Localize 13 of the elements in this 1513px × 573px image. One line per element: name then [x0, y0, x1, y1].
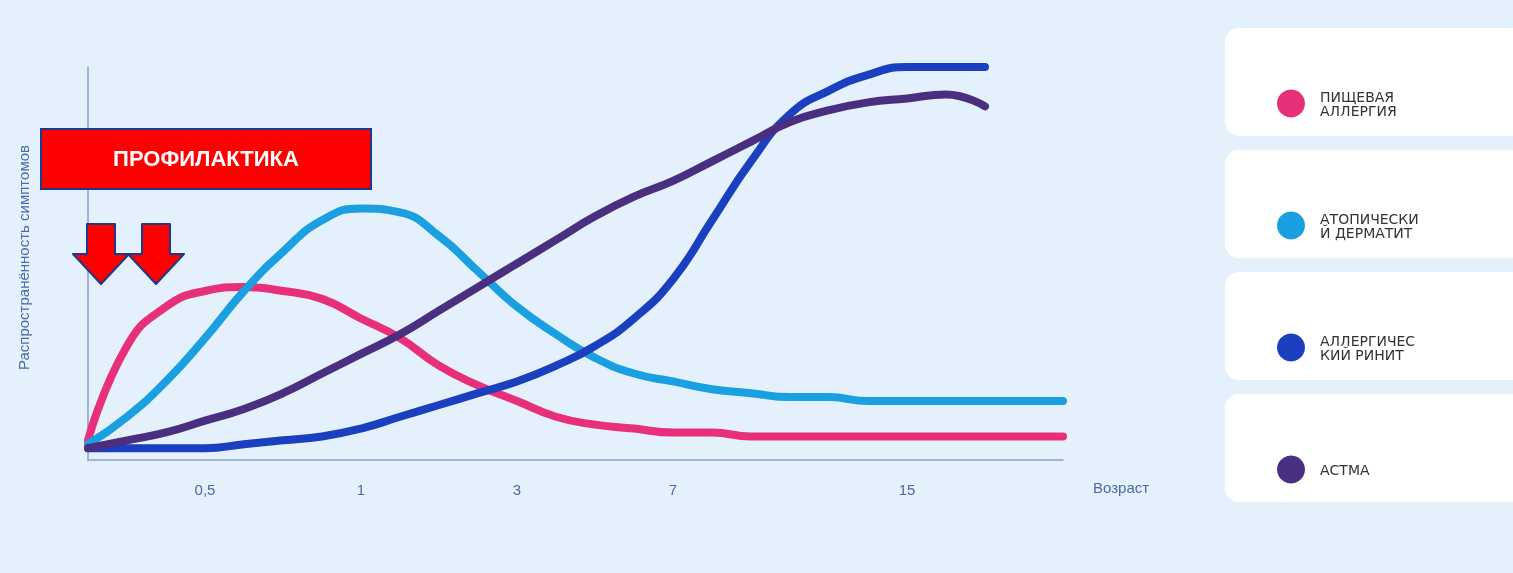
- x-tick-label: 7: [668, 481, 678, 498]
- annotation: ПРОФИЛАКТИКА: [113, 146, 299, 172]
- callout-box: ПРОФИЛАКТИКА: [40, 128, 372, 190]
- x-tick-label: 3: [512, 481, 522, 498]
- x-axis-title: Возраст: [1093, 479, 1150, 496]
- legend-label: АСТМА: [1320, 461, 1370, 478]
- x-tick-label: 15: [898, 481, 916, 498]
- legend-label: АТОПИЧЕСКИЙ ДЕРМАТИТ: [1320, 210, 1419, 241]
- x-tick-label: 0,5: [194, 481, 216, 498]
- legend-label: АЛЛЕРГИЧЕСКИЙ РИНИТ: [1320, 332, 1416, 363]
- y-axis-title: Распространённость симптомов: [15, 144, 32, 371]
- x-tick-label: 1: [356, 481, 366, 498]
- legend-label: ПИЩЕВАЯ АЛЛЕРГИЯ: [1320, 88, 1399, 119]
